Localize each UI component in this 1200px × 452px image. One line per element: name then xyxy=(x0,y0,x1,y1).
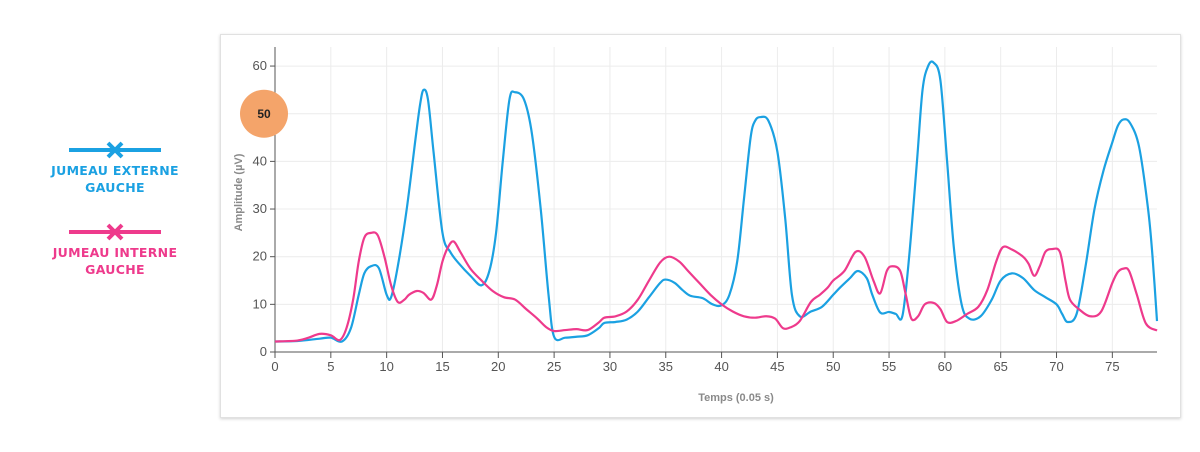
y-tick-label: 30 xyxy=(253,201,267,216)
x-axis-title: Temps (0.05 s) xyxy=(698,392,774,404)
series-line-jumeau-externe-gauche xyxy=(274,60,1159,343)
axes xyxy=(270,47,1157,358)
y-tick-label: 20 xyxy=(253,249,267,264)
legend-item-jumeau-externe-gauche[interactable]: JUMEAU EXTERNE GAUCHE xyxy=(40,140,190,196)
legend-label: JUMEAU EXTERNE GAUCHE xyxy=(51,163,179,195)
series xyxy=(274,60,1159,343)
x-tick-label: 30 xyxy=(603,359,617,374)
x-tick-label: 50 xyxy=(826,359,840,374)
x-tick-label: 45 xyxy=(770,359,784,374)
x-tick-label: 10 xyxy=(379,359,393,374)
x-tick-label: 60 xyxy=(938,359,952,374)
x-tick-label: 55 xyxy=(882,359,896,374)
x-tick-label: 65 xyxy=(993,359,1007,374)
x-tick-label: 75 xyxy=(1105,359,1119,374)
series-line-jumeau-interne-gauche xyxy=(274,231,1158,343)
x-tick-label: 15 xyxy=(435,359,449,374)
y-tick-label: 10 xyxy=(253,296,267,311)
x-tick-label: 70 xyxy=(1049,359,1063,374)
x-tick-label: 5 xyxy=(327,359,334,374)
cross-line-marker-icon xyxy=(69,141,161,159)
y-tick-label: 40 xyxy=(253,153,267,168)
x-tick-label: 0 xyxy=(271,359,278,374)
y-axis-title: Amplitude (µV) xyxy=(233,153,245,231)
legend-item-jumeau-interne-gauche[interactable]: JUMEAU INTERNE GAUCHE xyxy=(40,222,190,278)
line-chart: 0 10 20 30 40 50 60 0 5 10 15 20 25 30 35 40 45 50 55 60 65 7… xyxy=(233,47,1159,404)
chart-panel: 0 10 20 30 40 50 60 0 5 10 15 20 25 30 35 40 45 50 55 60 65 7… xyxy=(220,34,1181,418)
x-tick-label: 25 xyxy=(547,359,561,374)
x-tick-label: 40 xyxy=(714,359,728,374)
y-tick-label: 0 xyxy=(260,344,267,359)
y-tick-label: 60 xyxy=(253,58,267,73)
legend-label: JUMEAU INTERNE GAUCHE xyxy=(52,245,178,277)
cross-line-marker-icon xyxy=(69,223,161,241)
highlight-badge-label: 50 xyxy=(257,107,271,121)
x-tick-label: 20 xyxy=(491,359,505,374)
grid xyxy=(275,47,1157,352)
x-tick-label: 35 xyxy=(659,359,673,374)
highlight-badge-circle xyxy=(240,89,288,138)
ticks: 0 10 20 30 40 50 60 0 5 10 15 20 25 30 35 40 45 50 55 60 65 7… xyxy=(253,58,1120,374)
highlight-badge: 50 xyxy=(240,89,288,138)
legend: JUMEAU EXTERNE GAUCHE JUMEAU INTERNE GAU… xyxy=(40,140,190,304)
